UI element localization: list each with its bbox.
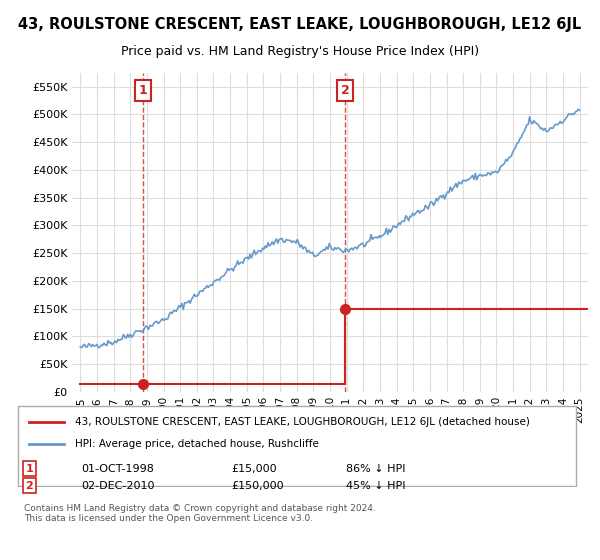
Text: Price paid vs. HM Land Registry's House Price Index (HPI): Price paid vs. HM Land Registry's House … xyxy=(121,45,479,58)
Text: 2: 2 xyxy=(25,480,33,491)
Text: 02-DEC-2010: 02-DEC-2010 xyxy=(81,480,155,491)
Text: 43, ROULSTONE CRESCENT, EAST LEAKE, LOUGHBOROUGH, LE12 6JL (detached house): 43, ROULSTONE CRESCENT, EAST LEAKE, LOUG… xyxy=(76,417,530,427)
Text: 1: 1 xyxy=(25,464,33,474)
Text: 1: 1 xyxy=(139,84,147,97)
Text: 43, ROULSTONE CRESCENT, EAST LEAKE, LOUGHBOROUGH, LE12 6JL: 43, ROULSTONE CRESCENT, EAST LEAKE, LOUG… xyxy=(19,17,581,32)
Text: HPI: Average price, detached house, Rushcliffe: HPI: Average price, detached house, Rush… xyxy=(76,438,319,449)
FancyBboxPatch shape xyxy=(18,405,577,486)
Text: 45% ↓ HPI: 45% ↓ HPI xyxy=(346,480,406,491)
Text: Contains HM Land Registry data © Crown copyright and database right 2024.
This d: Contains HM Land Registry data © Crown c… xyxy=(24,504,376,524)
Text: 2: 2 xyxy=(341,84,350,97)
Text: £150,000: £150,000 xyxy=(231,480,284,491)
Text: 86% ↓ HPI: 86% ↓ HPI xyxy=(346,464,406,474)
Text: £15,000: £15,000 xyxy=(231,464,277,474)
Text: 01-OCT-1998: 01-OCT-1998 xyxy=(81,464,154,474)
